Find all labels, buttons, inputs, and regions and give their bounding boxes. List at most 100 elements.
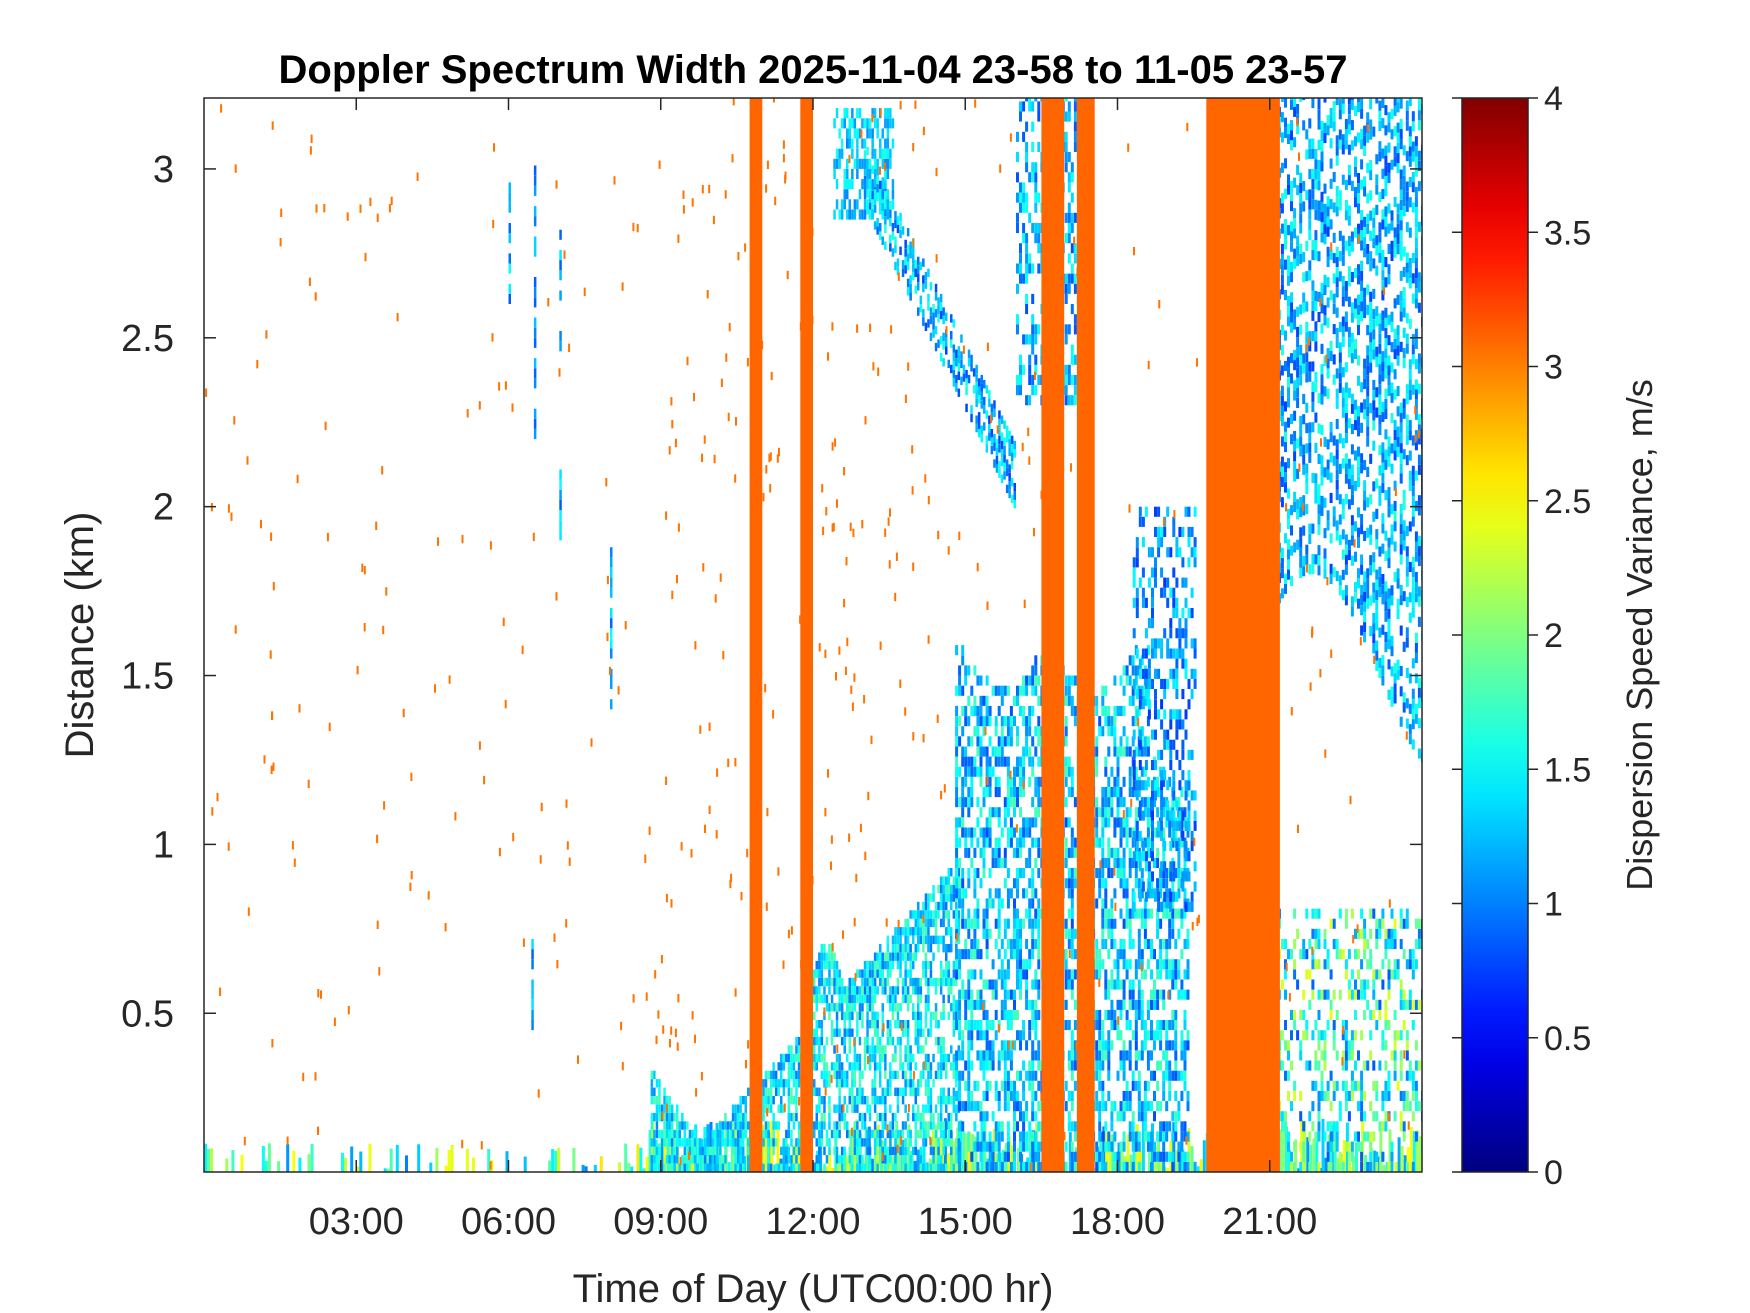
heatmap-cell — [1163, 709, 1167, 720]
heatmap-cell — [1181, 526, 1185, 537]
heatmap-cell — [1031, 1050, 1035, 1061]
heatmap-cell — [1135, 780, 1139, 791]
heatmap-cell — [688, 1138, 692, 1147]
heatmap-cell — [790, 1045, 793, 1054]
heatmap-cell — [1151, 760, 1154, 771]
heatmap-cell — [1296, 499, 1300, 510]
heatmap-cell — [791, 1144, 795, 1172]
heatmap-cell — [950, 977, 953, 987]
heatmap-cell — [906, 927, 910, 936]
heatmap-cell — [772, 1079, 775, 1088]
heatmap-cell — [1190, 841, 1194, 852]
heatmap-cell — [688, 1146, 692, 1156]
heatmap-cell — [1070, 928, 1074, 939]
heatmap-cell — [929, 315, 933, 325]
heatmap-cell — [901, 994, 905, 1004]
heatmap-cell — [912, 1112, 915, 1122]
heatmap-cell — [1022, 1111, 1026, 1122]
heatmap-cell — [891, 994, 895, 1004]
heatmap-cell — [1293, 1090, 1297, 1101]
heatmap-cell — [858, 1146, 862, 1156]
heatmap-cell — [1125, 827, 1129, 838]
heatmap-cell — [1180, 1050, 1184, 1061]
heatmap-cell — [945, 1096, 948, 1105]
heatmap-cell — [1098, 949, 1102, 960]
heatmap-cell — [922, 1104, 925, 1113]
heatmap-cell — [1160, 861, 1164, 872]
heatmap-cell — [744, 1129, 747, 1139]
heatmap-cell — [1171, 918, 1175, 929]
heatmap-cell — [1028, 857, 1032, 868]
heatmap-cell — [988, 1141, 992, 1152]
heatmap-cell — [1144, 861, 1148, 872]
heatmap-cell — [979, 1050, 983, 1061]
heatmap-cell — [912, 935, 915, 944]
heatmap-cell — [630, 1166, 634, 1172]
heatmap-cell — [1131, 1161, 1135, 1172]
heatmap-cell — [919, 918, 923, 928]
heatmap-cell — [876, 1096, 879, 1105]
heatmap-cell — [1110, 1111, 1114, 1122]
heatmap-cell — [964, 716, 968, 727]
heatmap-cell — [823, 1104, 826, 1113]
heatmap-cell — [997, 776, 1001, 787]
heatmap-cell — [790, 1138, 793, 1147]
heatmap-cell — [653, 1155, 656, 1164]
heatmap-cell — [1151, 830, 1154, 841]
heatmap-cell — [967, 1101, 971, 1112]
heatmap-cell — [787, 1079, 791, 1088]
heatmap-cell — [889, 217, 892, 227]
heatmap-cell — [942, 1011, 945, 1020]
heatmap-cell — [899, 960, 902, 970]
heatmap-cell — [1122, 949, 1126, 960]
heatmap-cell — [1290, 292, 1293, 303]
heatmap-cell — [1284, 989, 1287, 1000]
heatmap-cell — [876, 1112, 879, 1122]
heatmap-cell — [985, 1080, 989, 1091]
heatmap-cell — [884, 986, 887, 995]
heatmap-cell — [917, 1003, 920, 1012]
heatmap-cell — [967, 665, 971, 676]
heatmap-cell — [1156, 989, 1160, 1000]
heatmap-cell — [823, 1079, 826, 1088]
heatmap-cell — [1141, 851, 1145, 862]
heatmap-cell — [856, 1096, 859, 1105]
heatmap-cell — [1280, 395, 1284, 406]
heatmap-cell — [1290, 140, 1293, 151]
heatmap-cell — [1193, 547, 1197, 558]
heatmap-cell — [797, 1070, 801, 1080]
heatmap-cell — [1157, 891, 1161, 902]
heatmap-cell — [1009, 949, 1013, 960]
heatmap-cell — [1116, 969, 1120, 980]
heatmap-cell — [721, 1129, 725, 1139]
heatmap-cell — [937, 297, 940, 306]
heatmap-cell — [1064, 736, 1068, 747]
heatmap-cell — [906, 1112, 910, 1122]
heatmap-cell — [1146, 827, 1150, 838]
heatmap-cell — [868, 969, 872, 978]
heatmap-cell — [964, 1009, 968, 1020]
heatmap-cell — [818, 977, 821, 987]
heatmap-cell — [815, 1036, 818, 1046]
heatmap-cell — [1073, 949, 1077, 960]
heatmap-cell — [1151, 567, 1154, 578]
heatmap-cell — [994, 1090, 998, 1101]
heatmap-cell — [830, 1129, 834, 1139]
heatmap-cell — [701, 1155, 704, 1164]
heatmap-cell — [919, 1020, 923, 1029]
heatmap-cell — [1339, 1153, 1343, 1172]
heatmap-cell — [873, 986, 877, 995]
heatmap-cell — [1000, 1131, 1004, 1142]
heatmap-cell — [994, 1141, 998, 1152]
heatmap-cell — [1104, 989, 1108, 1000]
heatmap-cell — [889, 1020, 892, 1029]
heatmap-cell — [965, 386, 968, 396]
heatmap-cell — [1095, 1101, 1099, 1112]
heatmap-cell — [1017, 1148, 1020, 1172]
heatmap-cell — [1175, 820, 1179, 831]
heatmap-cell — [1016, 695, 1019, 706]
heatmap-cell — [1175, 628, 1179, 639]
heatmap-cell — [665, 1138, 669, 1147]
heatmap-cell — [876, 226, 879, 235]
heatmap-cell — [1299, 537, 1303, 548]
